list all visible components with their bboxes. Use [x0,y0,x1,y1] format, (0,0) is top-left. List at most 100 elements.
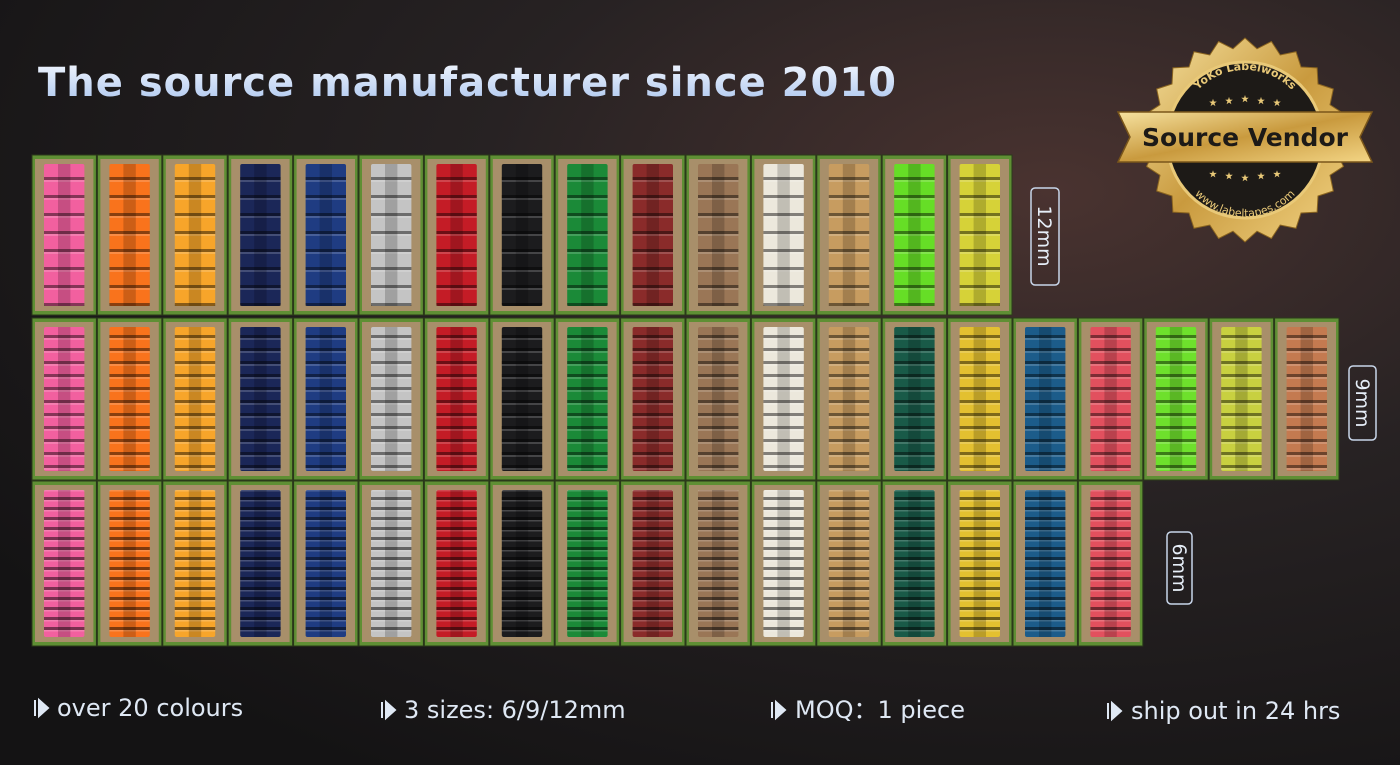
tape-box [489,317,555,481]
tape-core [777,327,790,471]
tape-core [1039,490,1052,637]
tape-core [58,490,71,637]
feature: 3 sizes: 6/9/12mm [381,696,626,724]
tape-stripes [763,327,804,471]
star [1273,98,1281,107]
tape-box [620,480,686,647]
tape-stripes [894,490,935,637]
tape-core [712,327,725,471]
tape-core [908,164,921,306]
tape-stripes [305,490,346,637]
tape-box [554,317,621,481]
tape-box [685,154,751,316]
star [1241,95,1249,103]
title: The source manufacturer since 2010 [38,60,897,106]
tape-stripes [240,164,281,306]
tape-stripes [501,327,543,471]
tape-stripes [305,164,346,306]
tape-box [750,480,817,647]
tape-core [515,164,529,306]
tape-stripes [174,164,216,306]
badge-ribbon [1116,111,1374,163]
tape-core [1235,327,1248,471]
tape-core [450,490,463,637]
tape-core [581,164,594,306]
tape-box [881,317,948,481]
tape-box [31,480,97,647]
tape-core [123,164,136,306]
tape-core [319,490,332,637]
tape-core [385,327,398,471]
star [1225,172,1233,180]
feature-icon [771,699,787,721]
tape-box [947,154,1013,316]
tape-core [450,327,463,471]
tape-stripes [44,490,85,637]
tape-core [973,164,986,306]
tape-stripes [567,164,608,306]
feature-text: over 20 colours [57,694,243,722]
tape-stripes [959,164,1000,306]
features: over 20 colours 3 sizes: 6/9/12mm MOQ：1 … [34,694,1340,725]
tape-core [254,490,267,637]
tape-core [188,164,202,306]
tape-core [973,327,986,471]
tape-box [489,480,555,647]
size-label: 6mm [1166,531,1193,605]
tape-stripes [959,490,1000,637]
tape-stripes [109,164,150,306]
tape-box [1274,317,1340,481]
tape-stripes [44,164,85,306]
tape-stripes [501,490,543,637]
tape-box [816,480,882,647]
tape-box [620,317,686,481]
tape-core [908,490,921,637]
tape-stripes [436,164,477,306]
tape-stripes [501,164,543,306]
tape-box [423,480,490,647]
tape-core [842,490,856,637]
tape-box [31,154,97,316]
tape-core [842,327,856,471]
tape-stripes [1090,490,1131,637]
tape-stripes [1221,327,1262,471]
tape-stripes [698,327,739,471]
size-frame [1030,187,1060,286]
tape-stripes [174,327,216,471]
size-text: 9mm [1351,378,1373,427]
feature-text: ship out in 24 hrs [1131,697,1340,725]
tape-box [554,480,621,647]
tape-core [777,490,790,637]
tape-core [712,490,725,637]
tape-core [646,490,659,637]
tape-box [423,154,490,316]
size-frame [1166,531,1193,605]
tape-stripes [371,490,412,637]
tape-core [58,327,71,471]
tape-core [908,327,921,471]
tape-box [227,154,294,316]
tape-core [319,164,332,306]
tape-core [712,164,725,306]
feature-text: 3 sizes: 6/9/12mm [404,696,626,724]
tape-box [31,317,97,481]
tape-box [947,480,1013,647]
tape-box [1077,480,1144,647]
tape-core [385,490,398,637]
tape-box [358,317,424,481]
tape-core [254,327,267,471]
tape-core [188,490,202,637]
tape-stripes [567,490,608,637]
tape-box [1208,317,1275,481]
tape-stripes [371,327,412,471]
tape-box [816,317,882,481]
tape-stripes [828,490,870,637]
tape-stripes [436,327,477,471]
tape-core [515,327,529,471]
tape-box [423,317,490,481]
tape-stripes [828,327,870,471]
star [1241,174,1249,182]
tape-stripes [632,490,673,637]
tape-box [96,154,163,316]
star [1209,98,1217,107]
